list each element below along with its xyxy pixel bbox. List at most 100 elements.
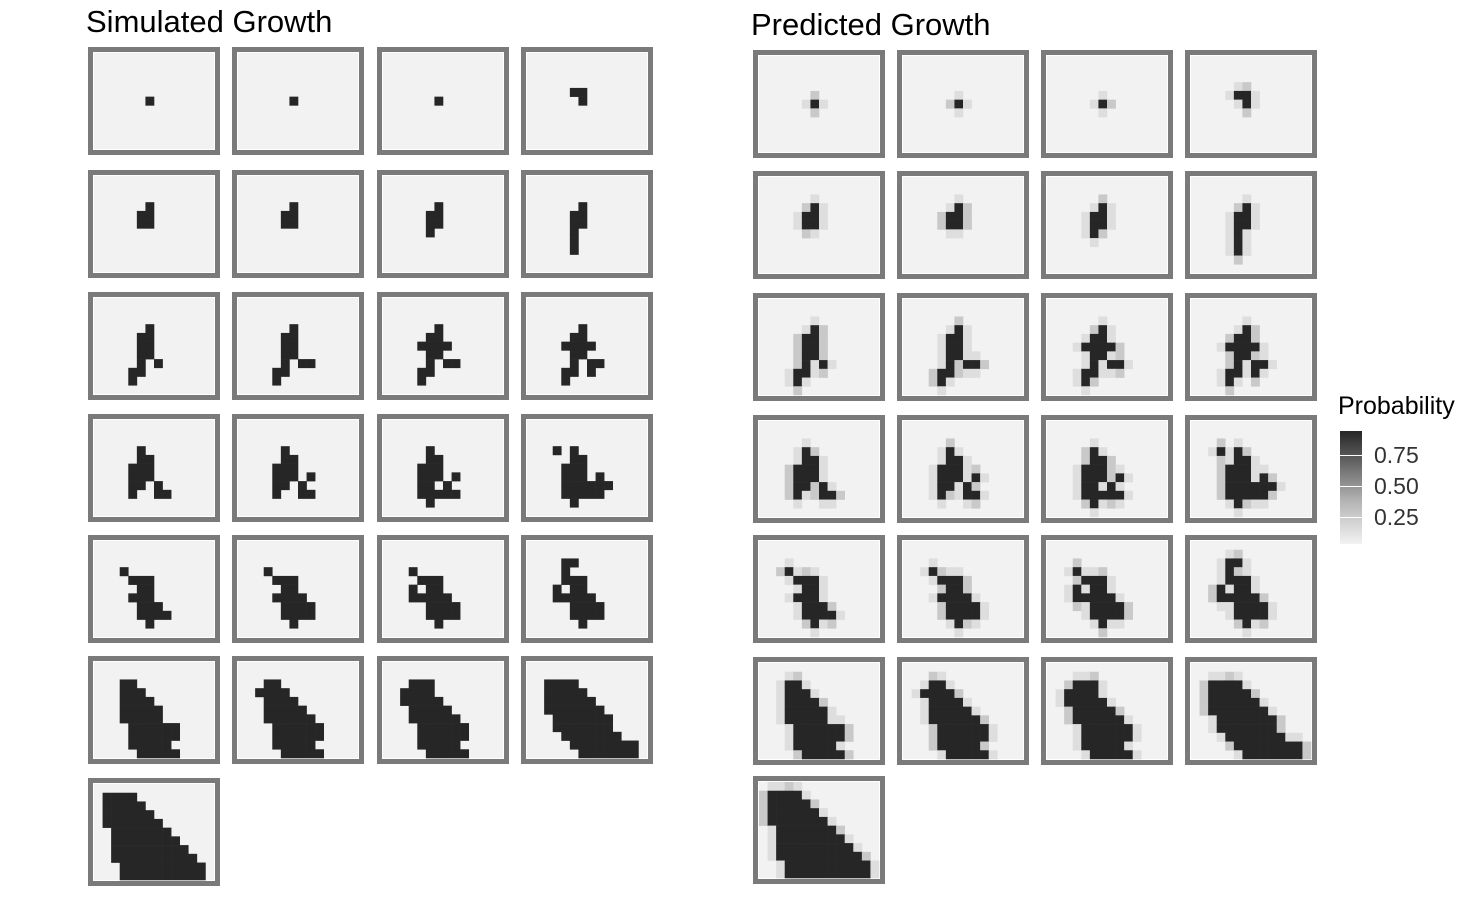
heatmap-tile bbox=[827, 706, 837, 716]
heatmap-tile bbox=[179, 871, 189, 881]
heatmap-tile bbox=[1216, 602, 1226, 612]
heatmap-tile bbox=[425, 463, 435, 473]
heatmap-tile bbox=[1124, 724, 1134, 734]
heatmap-tile bbox=[1225, 602, 1235, 612]
heatmap-tile bbox=[154, 740, 163, 750]
heatmap-tile bbox=[784, 741, 794, 751]
heatmap-tile bbox=[1259, 697, 1269, 707]
heatmap-tile bbox=[784, 464, 794, 474]
heatmap-tile bbox=[128, 472, 138, 482]
heatmap-tile bbox=[1081, 706, 1091, 716]
heatmap-tile bbox=[945, 342, 955, 352]
heatmap-tile bbox=[827, 619, 837, 629]
heatmap-tile bbox=[425, 714, 435, 724]
heatmap-tile bbox=[1089, 567, 1099, 577]
heatmap-tile bbox=[1225, 689, 1235, 699]
heatmap-tile bbox=[767, 825, 777, 835]
heatmap-tile bbox=[920, 715, 930, 725]
heatmap-tile bbox=[561, 696, 571, 706]
heatmap-tile bbox=[1115, 482, 1125, 492]
heatmap-tile bbox=[417, 463, 427, 473]
heatmap-tile bbox=[1208, 715, 1218, 725]
heatmap-tile bbox=[793, 455, 803, 465]
heatmap-tile bbox=[1251, 482, 1260, 492]
predicted-facet-22 bbox=[897, 657, 1029, 765]
facet-border bbox=[521, 656, 653, 764]
heatmap-tile bbox=[272, 723, 282, 733]
heatmap-tile bbox=[417, 740, 427, 750]
heatmap-tile bbox=[793, 610, 803, 620]
heatmap-tile bbox=[1124, 610, 1134, 620]
heatmap-tile bbox=[1242, 238, 1252, 248]
heatmap-tile bbox=[937, 575, 947, 585]
heatmap-tile bbox=[280, 575, 290, 585]
heatmap-tile bbox=[1098, 715, 1108, 725]
heatmap-tile bbox=[272, 688, 282, 698]
heatmap-tile bbox=[1251, 377, 1260, 387]
heatmap-tile bbox=[1107, 368, 1116, 378]
heatmap-tile bbox=[443, 731, 452, 741]
legend-label-025: 0.25 bbox=[1374, 504, 1419, 530]
heatmap-tile bbox=[443, 723, 452, 733]
heatmap-tile bbox=[578, 593, 588, 603]
heatmap-tile bbox=[920, 697, 930, 707]
heatmap-tile bbox=[963, 706, 972, 716]
heatmap-tile bbox=[136, 688, 146, 698]
heatmap-tile bbox=[1115, 368, 1125, 378]
heatmap-tile bbox=[569, 359, 579, 369]
heatmap-tile bbox=[937, 464, 947, 474]
heatmap-tile bbox=[578, 575, 588, 585]
predicted-facet-17 bbox=[753, 535, 885, 643]
heatmap-tile bbox=[1098, 741, 1108, 751]
heatmap-tile bbox=[801, 834, 811, 844]
heatmap-tile bbox=[1072, 706, 1082, 716]
heatmap-tile bbox=[1233, 602, 1243, 612]
heatmap-tile bbox=[810, 851, 820, 861]
heatmap-tile bbox=[145, 584, 155, 594]
heatmap-tile bbox=[578, 350, 588, 360]
heatmap-tile bbox=[1098, 360, 1108, 370]
heatmap-tile bbox=[162, 731, 172, 741]
heatmap-tile bbox=[954, 455, 964, 465]
heatmap-tile bbox=[1089, 377, 1099, 387]
predicted-facet-9 bbox=[753, 293, 885, 401]
heatmap-tile bbox=[810, 342, 820, 352]
heatmap-tile bbox=[569, 602, 579, 612]
heatmap-tile bbox=[810, 368, 820, 378]
heatmap-tile bbox=[1072, 490, 1082, 500]
heatmap-tile bbox=[1089, 689, 1099, 699]
heatmap-tile bbox=[145, 454, 155, 464]
heatmap-tile bbox=[801, 741, 811, 751]
heatmap-tile bbox=[810, 333, 820, 343]
facet-border bbox=[1185, 171, 1317, 279]
heatmap-tile bbox=[1208, 724, 1218, 734]
heatmap-tile bbox=[451, 472, 461, 482]
heatmap-tile bbox=[1107, 482, 1116, 492]
heatmap-tile bbox=[801, 455, 811, 465]
heatmap-tile bbox=[945, 619, 955, 629]
heatmap-tile bbox=[920, 680, 930, 690]
heatmap-tile bbox=[298, 359, 307, 369]
heatmap-tile bbox=[578, 749, 588, 759]
heatmap-tile bbox=[280, 584, 290, 594]
heatmap-tile bbox=[1081, 377, 1091, 387]
heatmap-tile bbox=[784, 593, 794, 603]
heatmap-tile bbox=[128, 489, 138, 499]
heatmap-tile bbox=[801, 790, 811, 800]
heatmap-tile bbox=[578, 610, 588, 620]
heatmap-tile bbox=[1259, 715, 1269, 725]
heatmap-tile bbox=[1089, 455, 1099, 465]
heatmap-tile bbox=[289, 575, 299, 585]
heatmap-tile bbox=[136, 714, 146, 724]
heatmap-tile bbox=[1098, 464, 1108, 474]
heatmap-tile bbox=[776, 816, 786, 826]
heatmap-tile bbox=[810, 584, 820, 594]
heatmap-tile bbox=[587, 489, 596, 499]
heatmap-tile bbox=[1251, 455, 1260, 465]
heatmap-tile bbox=[1081, 333, 1091, 343]
heatmap-tile bbox=[1225, 455, 1235, 465]
heatmap-tile bbox=[793, 584, 803, 594]
heatmap-tile bbox=[954, 732, 964, 742]
heatmap-tile bbox=[154, 871, 163, 881]
heatmap-tile bbox=[1089, 584, 1099, 594]
